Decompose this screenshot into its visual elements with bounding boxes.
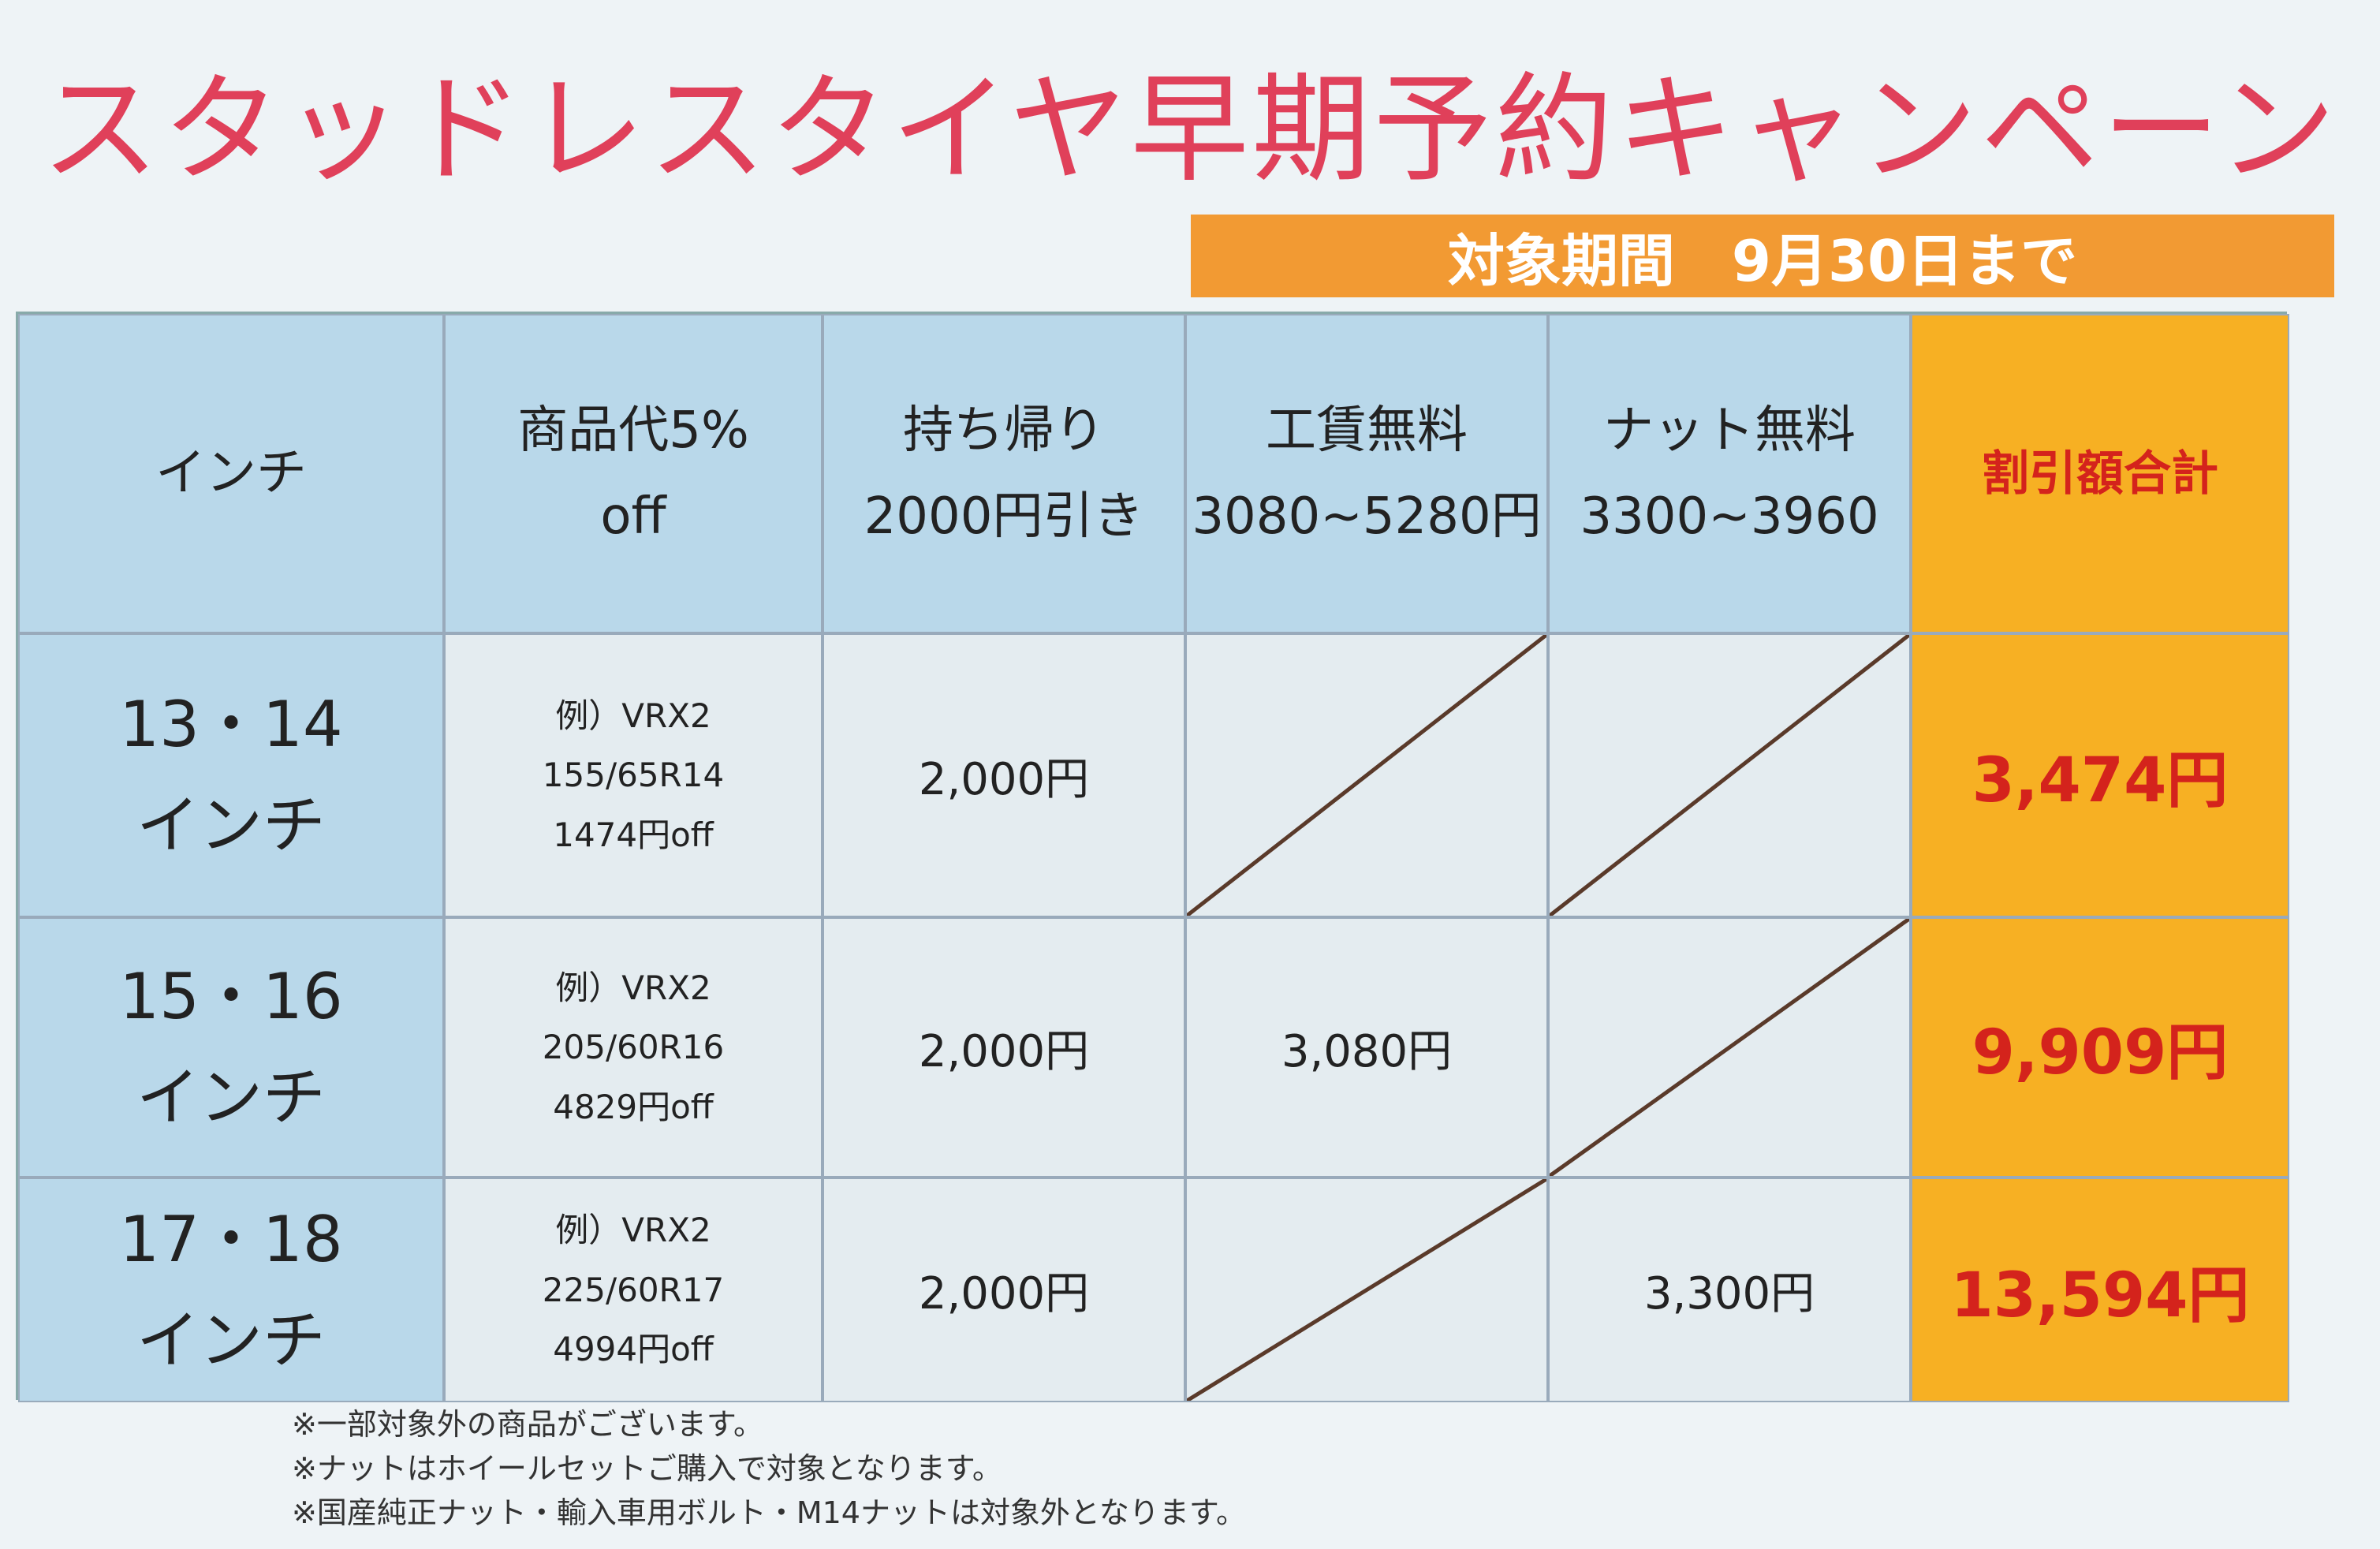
inch-cell: 13・14 インチ: [18, 633, 444, 917]
period-banner: 対象期間 9月30日まで: [1191, 215, 2334, 297]
total-cell: 9,909円: [1911, 917, 2289, 1178]
diagonal-slash: [1187, 635, 1546, 916]
example-cell: 例）VRX2 225/60R17 4994円off: [444, 1178, 823, 1402]
diagonal-slash: [1550, 635, 1909, 916]
footnote: ※一部対象外の商品がございます。: [292, 1407, 764, 1442]
takeout-cell: 2,000円: [823, 1178, 1185, 1402]
column-header: 商品代5% off: [444, 314, 823, 633]
takeout-cell: 2,000円: [823, 633, 1185, 917]
inch-cell: 15・16 インチ: [18, 917, 444, 1178]
total-cell: 13,594円: [1911, 1178, 2289, 1402]
slashed-cell: [1548, 917, 1911, 1178]
diagonal-slash: [1550, 919, 1909, 1176]
column-header: インチ: [18, 314, 444, 633]
slashed-cell: [1185, 1178, 1548, 1402]
diagonal-slash: [1187, 1179, 1546, 1401]
example-cell: 例）VRX2 155/65R14 1474円off: [444, 633, 823, 917]
footnote: ※ナットはホイールセットご購入で対象となります。: [292, 1451, 1002, 1486]
nut-cell: 3,300円: [1548, 1178, 1911, 1402]
labor-cell: 3,080円: [1185, 917, 1548, 1178]
takeout-cell: 2,000円: [823, 917, 1185, 1178]
example-cell: 例）VRX2 205/60R16 4829円off: [444, 917, 823, 1178]
column-header: ナット無料 3300~3960: [1548, 314, 1911, 633]
notes: ※一部対象外の商品がございます。 ※ナットはホイールセットご購入で対象となります。…: [292, 1402, 1246, 1535]
column-header: 工賃無料 3080~5280円: [1185, 314, 1548, 633]
column-header: 持ち帰り 2000円引き: [823, 314, 1185, 633]
slashed-cell: [1548, 633, 1911, 917]
footnote: ※国産純正ナット・輸入車用ボルト・M14ナットは対象外となります。: [292, 1495, 1247, 1530]
slashed-cell: [1185, 633, 1548, 917]
column-header: 割引額合計: [1911, 314, 2289, 633]
title: スタッドレスタイヤ早期予約キャンペーン: [40, 62, 2339, 199]
campaign-table: インチ 商品代5% off 持ち帰り 2000円引き 工賃無料 3080~5280円ナ…: [16, 312, 2289, 1402]
inch-cell: 17・18 インチ: [18, 1178, 444, 1402]
total-cell: 3,474円: [1911, 633, 2289, 917]
